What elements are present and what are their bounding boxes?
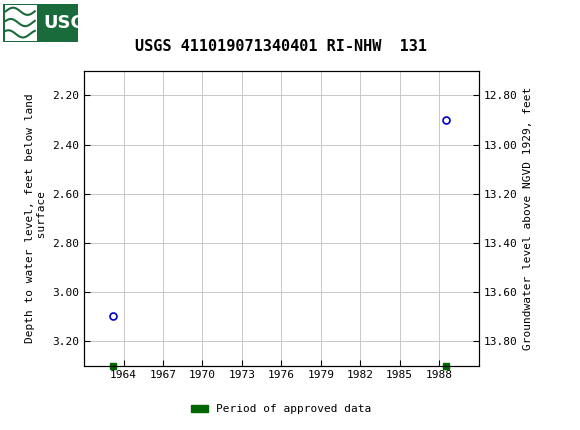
Legend: Period of approved data: Period of approved data: [186, 400, 376, 419]
Text: USGS 411019071340401 RI-NHW  131: USGS 411019071340401 RI-NHW 131: [135, 39, 427, 54]
Bar: [3, 3, 78, 42]
Y-axis label: Groundwater level above NGVD 1929, feet: Groundwater level above NGVD 1929, feet: [523, 86, 532, 350]
Text: USGS: USGS: [44, 14, 99, 31]
Y-axis label: Depth to water level, feet below land
 surface: Depth to water level, feet below land su…: [25, 93, 46, 343]
Bar: [5, 4, 37, 41]
